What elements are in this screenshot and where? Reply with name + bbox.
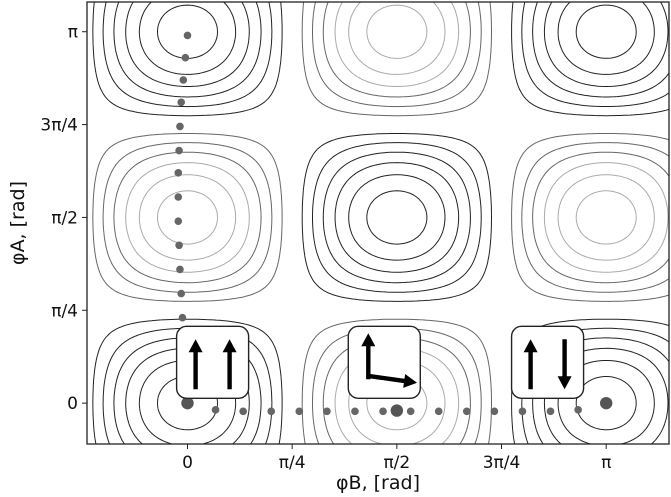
x-tick-label: π/2 bbox=[383, 453, 410, 473]
spin-arrow-down-icon bbox=[557, 339, 572, 390]
path-point bbox=[490, 407, 499, 416]
y-axis-label: φA, [rad] bbox=[7, 181, 29, 265]
y-tick-label: 0 bbox=[67, 394, 78, 414]
path-point bbox=[406, 407, 415, 416]
spin-arrow-up-icon bbox=[188, 339, 203, 390]
contour-level-2 bbox=[125, 2, 669, 444]
inset-antiparallel bbox=[510, 325, 585, 399]
path-point bbox=[175, 241, 183, 250]
path-point bbox=[351, 407, 359, 416]
path-point bbox=[174, 193, 183, 201]
contour-level-6 bbox=[92, 2, 669, 444]
path-point bbox=[177, 289, 186, 298]
path-point bbox=[177, 98, 186, 107]
y-tick-label: 3π/4 bbox=[40, 116, 78, 136]
x-tick-label: π bbox=[601, 453, 611, 473]
path-point bbox=[434, 407, 443, 416]
path-point bbox=[174, 217, 183, 225]
contour-level-4 bbox=[102, 2, 669, 444]
path-point bbox=[379, 407, 387, 416]
path-point bbox=[176, 122, 184, 131]
spin-arrow-up-icon bbox=[523, 339, 538, 390]
contour-lines bbox=[92, 2, 669, 444]
path-point bbox=[239, 407, 247, 416]
x-axis-label: φB, [rad] bbox=[336, 472, 420, 494]
y-tick-label: π bbox=[68, 23, 78, 43]
contour-level-7 bbox=[102, 2, 669, 444]
spin-insets bbox=[175, 325, 585, 399]
path-point bbox=[546, 407, 555, 416]
path-point bbox=[295, 407, 304, 416]
path-point bbox=[175, 146, 183, 155]
y-tick-label: π/4 bbox=[51, 301, 78, 321]
spin-arrow-right-icon bbox=[367, 373, 418, 388]
minimum-point bbox=[599, 396, 613, 410]
contour-level-5 bbox=[92, 2, 669, 444]
x-tick-label: π/4 bbox=[279, 453, 306, 473]
path-point bbox=[176, 265, 184, 274]
path-point bbox=[178, 313, 187, 322]
x-ticks: 0 π/4 π/2 3π/4 π bbox=[182, 444, 611, 473]
inset-box bbox=[347, 325, 421, 399]
path-point bbox=[174, 169, 183, 177]
path-point bbox=[183, 31, 192, 40]
inset-box bbox=[510, 325, 585, 399]
path-point bbox=[323, 407, 331, 416]
y-ticks: 0 π/4 π/2 3π/4 π bbox=[40, 23, 87, 414]
minimum-point bbox=[390, 404, 404, 417]
minimum-point bbox=[181, 396, 194, 410]
path-point bbox=[267, 407, 276, 416]
x-tick-label: 0 bbox=[182, 453, 193, 473]
inset-parallel bbox=[175, 325, 250, 399]
path-point bbox=[574, 406, 582, 414]
spin-arrow-up-icon bbox=[361, 333, 376, 380]
path-point bbox=[179, 76, 188, 84]
contour-level-3 bbox=[113, 2, 669, 444]
inset-perpendicular bbox=[347, 325, 421, 399]
spin-arrow-up-icon bbox=[222, 339, 237, 390]
path-point bbox=[518, 407, 527, 416]
x-tick-label: 3π/4 bbox=[483, 453, 521, 473]
path-point bbox=[181, 53, 190, 62]
y-tick-label: π/2 bbox=[51, 208, 78, 228]
path-point bbox=[462, 407, 471, 416]
inset-box bbox=[175, 325, 250, 399]
plot-frame bbox=[86, 1, 670, 445]
path-point bbox=[211, 406, 220, 414]
